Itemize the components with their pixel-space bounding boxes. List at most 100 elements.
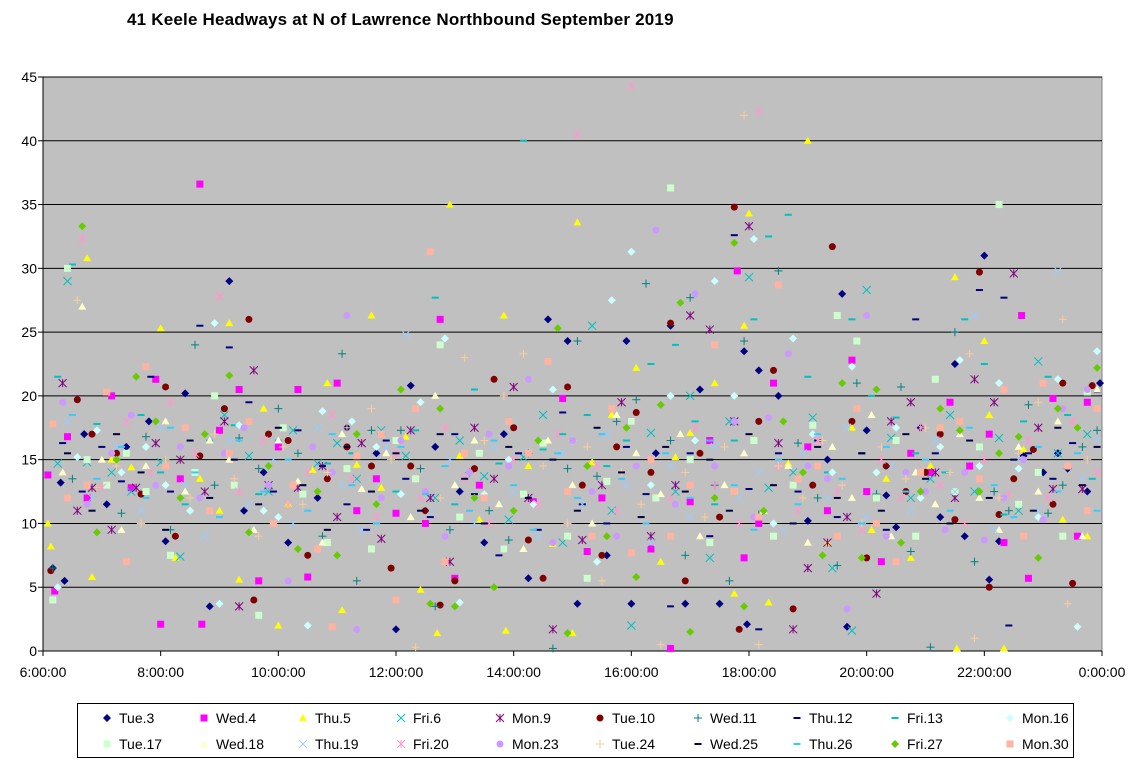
data-point xyxy=(108,449,116,457)
data-point xyxy=(412,405,420,413)
data-point xyxy=(705,325,715,334)
data-point xyxy=(249,525,258,533)
data-point xyxy=(754,107,764,116)
data-point xyxy=(985,430,993,438)
data-point xyxy=(534,528,542,531)
data-point xyxy=(147,375,155,378)
data-point xyxy=(401,330,411,340)
data-point xyxy=(224,436,234,445)
data-point xyxy=(417,509,425,512)
data-point xyxy=(318,538,327,546)
data-point xyxy=(662,452,670,455)
data-point xyxy=(122,449,130,457)
legend-marker xyxy=(396,713,406,723)
data-point xyxy=(922,458,929,461)
data-point xyxy=(353,507,361,515)
data-point xyxy=(64,264,72,272)
legend-label: Mon.23 xyxy=(512,736,559,752)
data-point xyxy=(230,474,239,483)
data-point xyxy=(510,424,518,432)
data-point xyxy=(59,442,67,445)
data-point xyxy=(711,503,719,506)
legend-label: Thu.19 xyxy=(315,736,359,752)
data-point xyxy=(725,576,734,585)
legend-marker xyxy=(596,714,604,722)
data-point xyxy=(626,621,636,630)
data-point xyxy=(646,538,656,547)
data-point xyxy=(347,474,357,484)
data-point xyxy=(161,481,170,490)
data-point xyxy=(92,483,101,492)
data-point xyxy=(1093,509,1101,512)
data-point xyxy=(323,475,331,483)
data-point xyxy=(730,203,738,211)
data-point xyxy=(853,337,861,345)
data-point xyxy=(235,386,243,394)
data-point xyxy=(627,247,636,256)
legend-symbol xyxy=(793,743,801,745)
data-point xyxy=(519,349,528,358)
data-point xyxy=(151,438,161,448)
data-point xyxy=(196,180,204,188)
data-point xyxy=(1053,448,1063,458)
data-point xyxy=(710,480,720,490)
data-point xyxy=(98,445,106,448)
data-point xyxy=(573,496,581,499)
data-point xyxy=(809,481,817,489)
data-point xyxy=(828,442,837,450)
x-tick-label: 12:00:00 xyxy=(369,664,424,680)
data-point xyxy=(156,423,166,433)
data-point xyxy=(144,417,153,426)
data-point xyxy=(470,388,478,391)
data-point xyxy=(97,483,107,493)
data-point xyxy=(966,426,974,429)
data-point xyxy=(765,235,773,238)
data-point xyxy=(892,437,900,445)
data-point xyxy=(288,519,298,528)
data-point xyxy=(930,436,940,445)
data-point xyxy=(64,452,72,455)
data-point xyxy=(706,439,714,442)
data-point xyxy=(524,375,532,383)
data-point xyxy=(740,321,749,329)
data-point xyxy=(200,487,210,496)
data-point xyxy=(470,519,479,528)
data-point xyxy=(195,474,204,482)
data-point xyxy=(1053,417,1062,425)
data-point xyxy=(916,493,925,502)
data-point xyxy=(755,513,763,521)
data-point xyxy=(249,366,259,375)
data-point xyxy=(392,452,400,455)
data-point xyxy=(323,462,331,465)
data-point xyxy=(740,602,749,611)
data-point xyxy=(843,605,851,613)
data-point xyxy=(480,494,488,502)
data-point xyxy=(896,382,905,391)
data-point xyxy=(455,598,464,607)
data-point xyxy=(304,509,312,512)
data-point xyxy=(269,490,277,493)
data-point xyxy=(995,201,1003,209)
data-point xyxy=(1024,436,1033,445)
data-point xyxy=(858,452,866,455)
legend-item: Fri.20 xyxy=(392,735,449,753)
data-point xyxy=(745,433,753,436)
data-point xyxy=(205,602,214,611)
data-point xyxy=(1015,500,1023,508)
data-point xyxy=(132,372,141,381)
data-point xyxy=(436,601,444,609)
legend-marker xyxy=(396,739,406,749)
data-point xyxy=(425,506,435,516)
legend-label: Tue.24 xyxy=(612,736,656,752)
data-point xyxy=(814,433,822,436)
data-point xyxy=(343,445,351,448)
data-point xyxy=(293,449,302,458)
data-point xyxy=(902,468,910,476)
data-point xyxy=(882,491,891,500)
data-point xyxy=(588,532,596,540)
data-point xyxy=(83,494,91,502)
data-point xyxy=(803,136,812,144)
data-point xyxy=(970,374,979,384)
data-point xyxy=(117,480,125,483)
data-point xyxy=(711,462,719,470)
